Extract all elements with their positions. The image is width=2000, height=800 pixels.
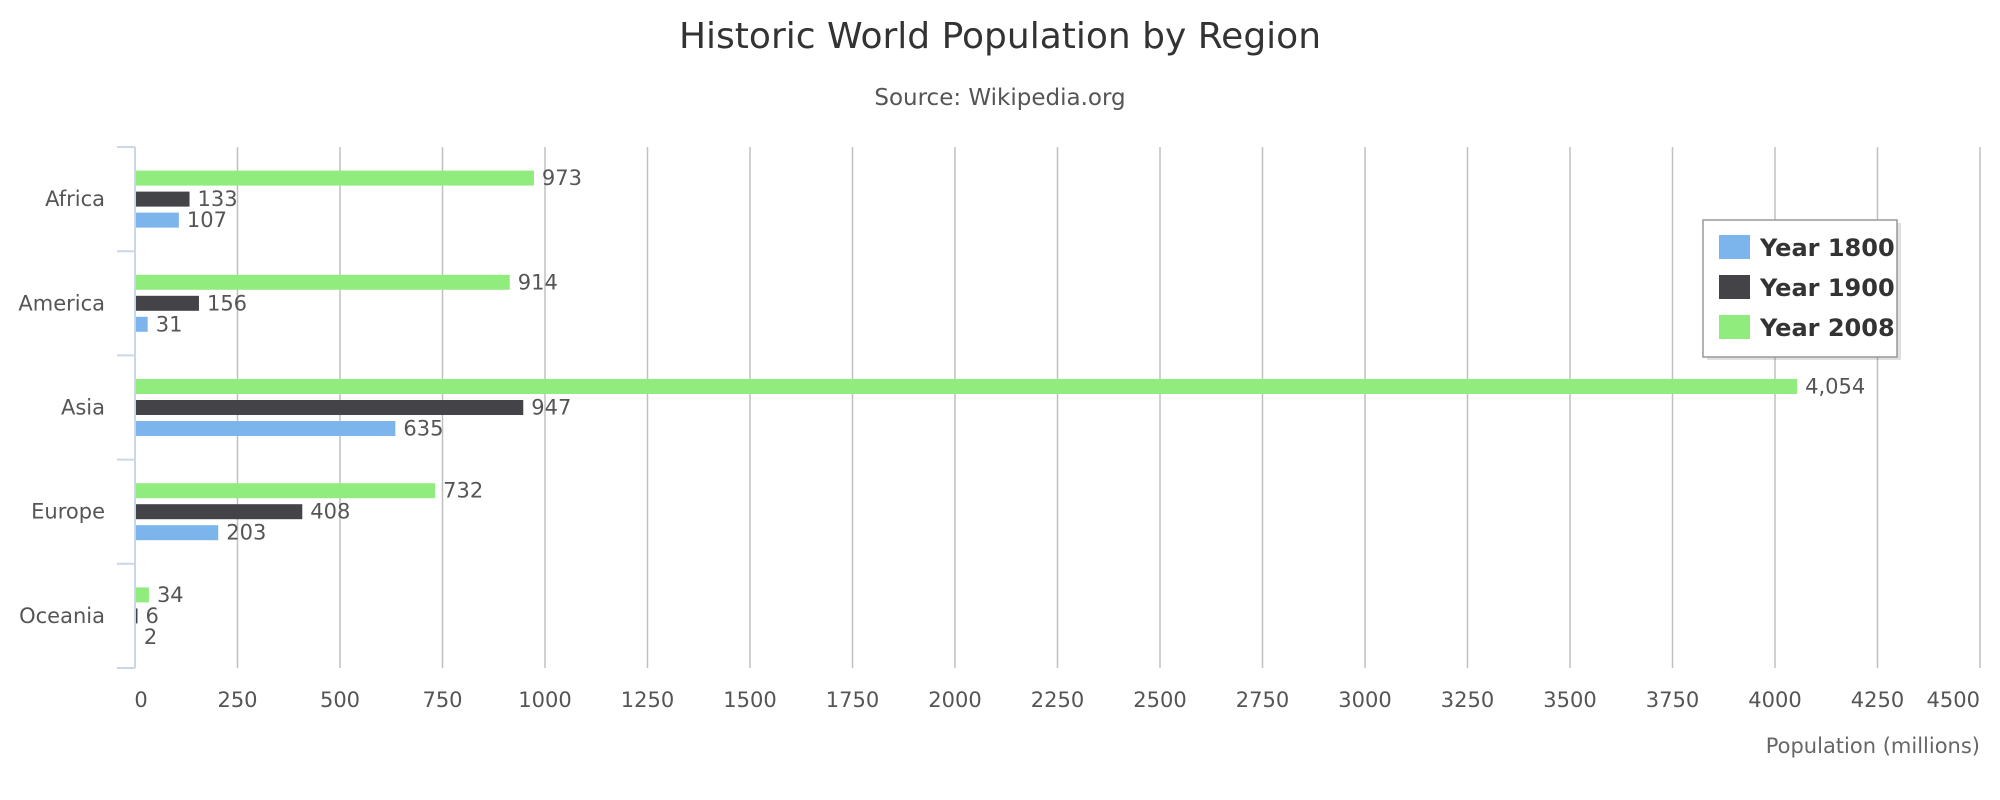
x-tick-label: 2750: [1236, 688, 1289, 712]
bar[interactable]: [135, 608, 138, 624]
bar[interactable]: [135, 295, 199, 311]
bar[interactable]: [135, 483, 436, 499]
category-label: Oceania: [19, 604, 105, 628]
gridlines: [236, 147, 1981, 668]
x-tick-label: 1250: [621, 688, 674, 712]
legend-item-label[interactable]: Year 2008: [1759, 314, 1895, 342]
legend-swatch[interactable]: [1719, 275, 1750, 299]
legend-item-label[interactable]: Year 1900: [1759, 274, 1895, 302]
category-label: Africa: [45, 187, 105, 211]
data-label: 31: [156, 312, 183, 336]
x-tick-label: 1000: [518, 688, 571, 712]
x-tick-label: 2000: [928, 688, 981, 712]
bar[interactable]: [135, 421, 396, 436]
x-tick-label: 4250: [1851, 688, 1904, 712]
data-label: 408: [310, 500, 350, 524]
data-label: 947: [531, 396, 571, 420]
data-label: 2: [144, 625, 157, 649]
x-tick-label: 750: [422, 688, 462, 712]
legend-swatch[interactable]: [1719, 235, 1750, 259]
data-label: 133: [198, 187, 238, 211]
x-tick-label: 2500: [1133, 688, 1186, 712]
bar[interactable]: [135, 191, 190, 207]
bar[interactable]: [135, 170, 534, 186]
data-label: 914: [518, 270, 558, 294]
data-label: 203: [226, 521, 266, 545]
x-tick-label: 2250: [1031, 688, 1084, 712]
data-label: 107: [187, 208, 227, 232]
y-axis: Africa America Asia Europe Oceania: [18, 146, 136, 669]
bar[interactable]: [135, 212, 179, 228]
x-tick-label: 3750: [1646, 688, 1699, 712]
bar[interactable]: [135, 379, 1798, 394]
data-label: 635: [403, 417, 443, 441]
x-tick-label: 4000: [1748, 688, 1801, 712]
bars: [135, 170, 1798, 645]
data-label: 732: [443, 479, 483, 503]
x-tick-label: 3000: [1338, 688, 1391, 712]
legend-swatch[interactable]: [1719, 315, 1750, 339]
bar[interactable]: [135, 316, 148, 332]
x-tick-label: 1750: [826, 688, 879, 712]
category-label: America: [18, 291, 105, 315]
x-tick-label: 250: [217, 688, 257, 712]
bar[interactable]: [135, 400, 524, 415]
legend-item-label[interactable]: Year 1800: [1759, 234, 1895, 262]
bar[interactable]: [135, 525, 219, 541]
legend[interactable]: Year 1800 Year 1900 Year 2008: [1702, 219, 1901, 360]
x-tick-label: 0: [134, 688, 147, 712]
category-label: Europe: [31, 500, 105, 524]
x-tick-label: 4500: [1927, 688, 1980, 712]
x-axis-title: Population (millions): [1766, 734, 1980, 758]
category-label: Asia: [61, 396, 105, 420]
bar[interactable]: [135, 504, 303, 520]
data-label: 4,054: [1805, 375, 1865, 399]
bar[interactable]: [135, 274, 510, 290]
data-label: 973: [542, 166, 582, 190]
bar[interactable]: [135, 587, 149, 603]
x-axis-ticks: 0 250 500 750 1000 1250 1500 1750 2000 2250 2500 27…: [134, 688, 1980, 712]
x-tick-label: 1500: [723, 688, 776, 712]
data-label: 156: [207, 291, 247, 315]
chart-title: Historic World Population by Region: [679, 16, 1321, 57]
x-tick-label: 500: [320, 688, 360, 712]
x-tick-label: 3500: [1543, 688, 1596, 712]
data-label: 6: [145, 604, 158, 628]
data-label: 34: [157, 583, 184, 607]
x-tick-label: 3250: [1441, 688, 1494, 712]
chart-subtitle: Source: Wikipedia.org: [874, 85, 1125, 111]
